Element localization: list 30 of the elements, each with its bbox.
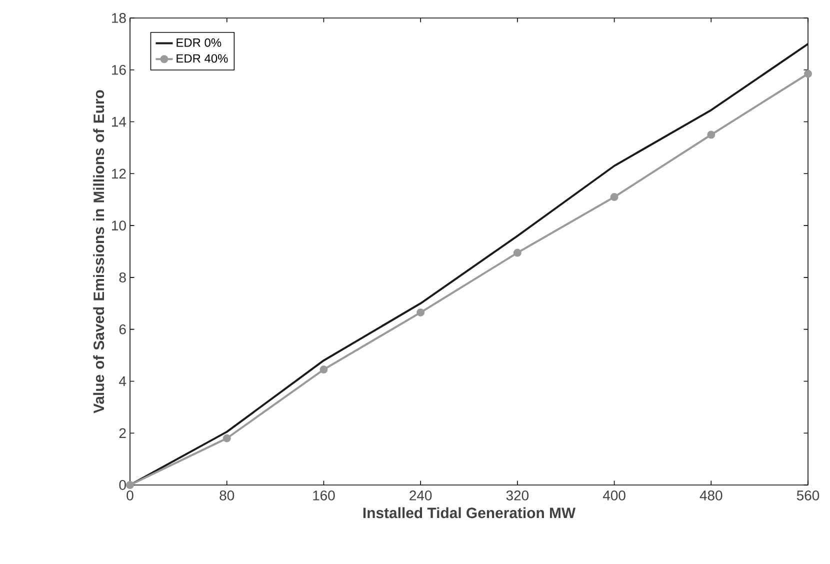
point	[513, 248, 522, 257]
point	[320, 366, 328, 374]
y-tick-label: 18	[112, 13, 126, 23]
x-tick-label: 560	[796, 490, 820, 500]
point	[610, 193, 618, 201]
x-tick-label: 240	[410, 490, 432, 500]
legend-label: EDR 40%	[176, 54, 228, 63]
y-tick-label: 6	[119, 324, 126, 334]
y-tick-label: 4	[119, 376, 126, 386]
x-tick-label: 80	[220, 490, 234, 500]
y-tick-label: 16	[112, 64, 126, 75]
y-tick-label: 2	[119, 428, 126, 438]
x-tick-label: 480	[700, 490, 722, 500]
y-tick-label: 12	[112, 168, 126, 179]
legend-label: EDR 0%	[176, 38, 222, 47]
x-axis-title: Installed Tidal Generation MW	[363, 507, 576, 518]
y-tick-label: 10	[112, 220, 126, 230]
point	[416, 308, 425, 316]
y-axis-title: Value of Saved Emissions in Millions of Euro	[93, 90, 104, 414]
y-tick-label: 8	[119, 272, 126, 282]
x-tick-label: 400	[602, 490, 626, 500]
x-tick-label: 160	[313, 490, 335, 500]
x-tick-label: 0	[126, 490, 134, 500]
point	[707, 130, 716, 139]
point	[126, 481, 134, 489]
x-tick-label: 320	[506, 490, 529, 500]
point	[222, 434, 231, 442]
y-tick-label: 0	[119, 480, 126, 490]
point	[804, 70, 812, 78]
y-tick-label: 14	[112, 116, 126, 127]
